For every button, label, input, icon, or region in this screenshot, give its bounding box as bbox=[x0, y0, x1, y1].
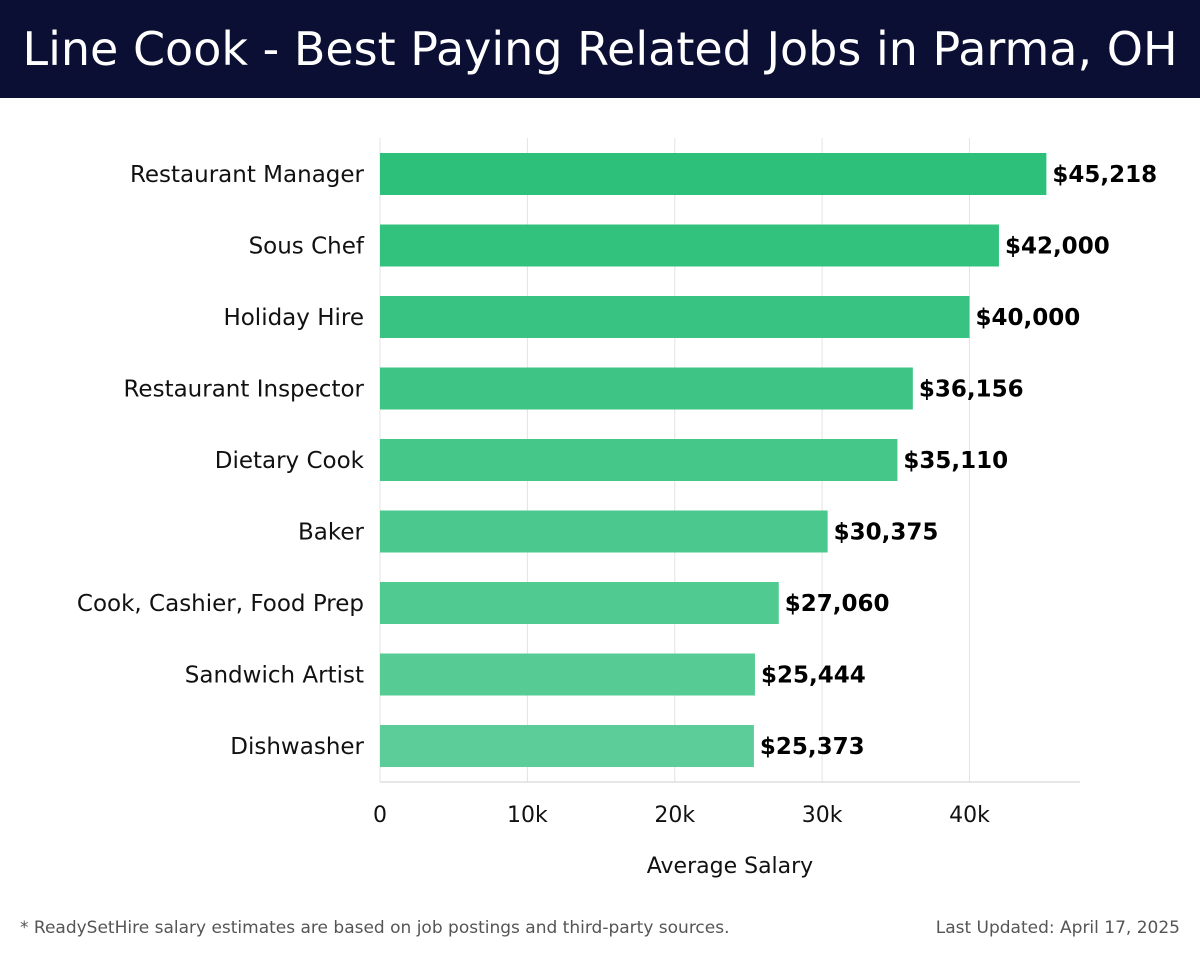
chart-title: Line Cook - Best Paying Related Jobs in … bbox=[22, 22, 1178, 76]
value-labels: $45,218 $42,000 $40,000 $36,156 $35,110 $30,3… bbox=[760, 162, 1157, 760]
x-tick-label: 20k bbox=[654, 803, 695, 828]
x-tick-label: 40k bbox=[949, 803, 990, 828]
category-label: Sous Chef bbox=[249, 234, 365, 260]
x-axis-title: Average Salary bbox=[647, 854, 813, 879]
x-tick-label: 30k bbox=[802, 803, 843, 828]
bars bbox=[380, 153, 1047, 767]
value-label: $36,156 bbox=[919, 377, 1024, 403]
category-label: Holiday Hire bbox=[223, 305, 364, 331]
x-axis: 0 10k 20k 30k 40k bbox=[373, 781, 1080, 828]
category-label: Dishwasher bbox=[230, 734, 364, 760]
category-labels: Restaurant Manager Sous Chef Holiday Hire R… bbox=[77, 162, 365, 760]
bar bbox=[380, 510, 828, 553]
last-updated: Last Updated: April 17, 2025 bbox=[935, 918, 1180, 938]
category-label: Restaurant Inspector bbox=[123, 377, 364, 403]
value-label: $25,373 bbox=[760, 734, 865, 760]
x-tick-label: 0 bbox=[373, 803, 387, 828]
value-label: $42,000 bbox=[1005, 234, 1110, 260]
category-label: Sandwich Artist bbox=[185, 663, 364, 689]
bar bbox=[380, 582, 779, 624]
value-label: $25,444 bbox=[761, 663, 866, 689]
category-label: Restaurant Manager bbox=[130, 162, 365, 188]
value-label: $40,000 bbox=[975, 305, 1080, 331]
bar bbox=[380, 296, 970, 338]
bar bbox=[380, 224, 999, 267]
category-label: Baker bbox=[298, 520, 365, 546]
value-label: $45,218 bbox=[1052, 162, 1157, 188]
x-tick-label: 10k bbox=[507, 803, 548, 828]
value-label: $35,110 bbox=[903, 448, 1008, 474]
category-label: Dietary Cook bbox=[215, 448, 365, 474]
value-label: $27,060 bbox=[785, 591, 890, 617]
bar bbox=[380, 653, 755, 696]
value-label: $30,375 bbox=[834, 520, 939, 546]
footer-note: * ReadySetHire salary estimates are base… bbox=[20, 918, 730, 938]
bar bbox=[380, 367, 913, 410]
bar-chart: Restaurant Manager Sous Chef Holiday Hire R… bbox=[77, 138, 1157, 879]
chart-header: Line Cook - Best Paying Related Jobs in … bbox=[0, 0, 1200, 98]
category-label: Cook, Cashier, Food Prep bbox=[77, 591, 364, 617]
bar bbox=[380, 725, 754, 767]
bar bbox=[380, 439, 898, 481]
bar bbox=[380, 153, 1047, 195]
